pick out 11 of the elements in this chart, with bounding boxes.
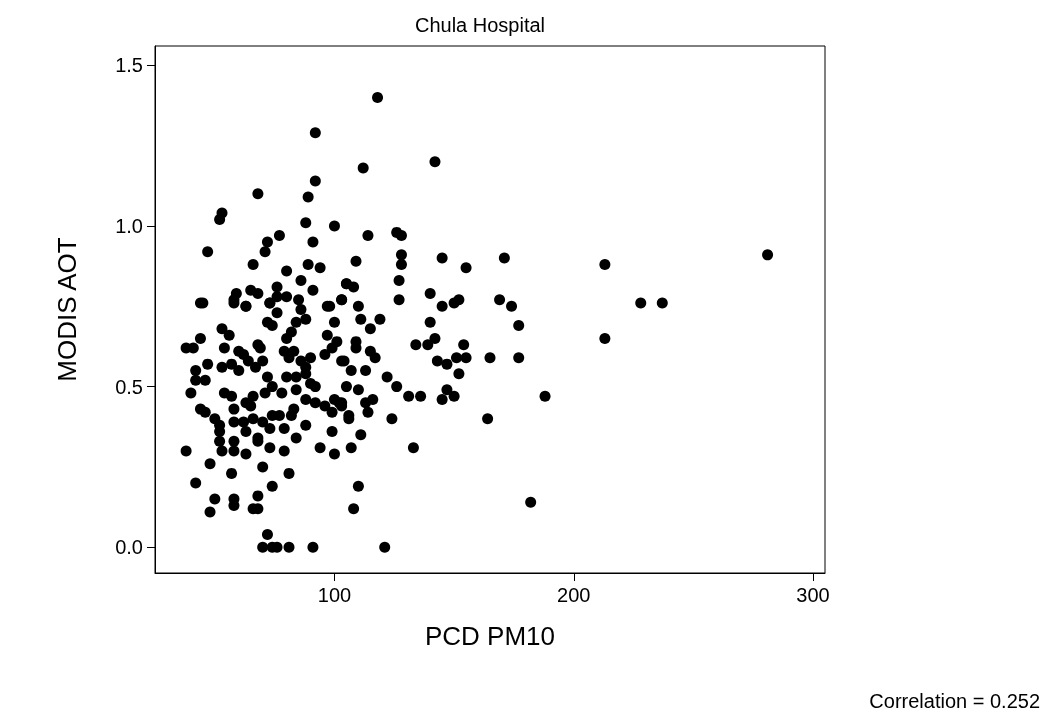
x-axis-title: PCD PM10 — [424, 621, 556, 651]
y-tick-label: 1.0 — [115, 214, 143, 237]
chart-title: Chula Hospital — [414, 14, 546, 36]
x-tick-label: 200 — [557, 584, 591, 606]
y-tick-label: 0.5 — [115, 375, 143, 398]
x-tick-label: 300 — [796, 584, 830, 606]
text: Correlation = 0.252 — [869, 690, 1041, 712]
y-tick-label: 0.0 — [115, 536, 143, 559]
y-tick-label: 1.5 — [115, 54, 143, 77]
x-tick-label: 100 — [317, 584, 352, 606]
y-axis-title: MODIS AOT — [52, 237, 82, 382]
